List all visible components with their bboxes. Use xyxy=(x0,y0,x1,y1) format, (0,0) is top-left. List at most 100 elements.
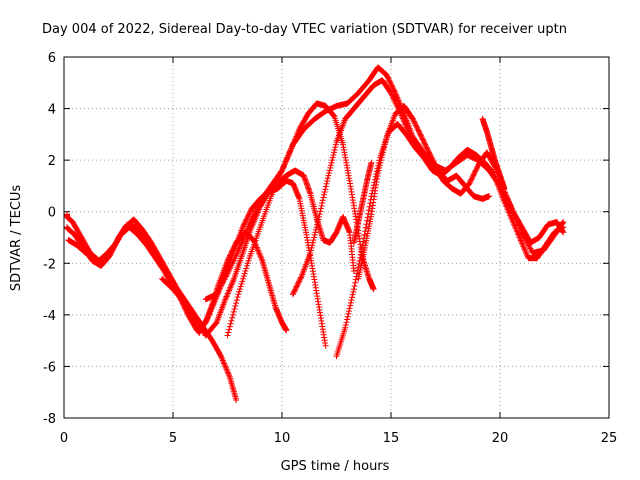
data-point xyxy=(344,313,351,320)
data-point xyxy=(323,180,330,187)
data-point xyxy=(291,287,298,294)
data-point xyxy=(240,222,247,229)
data-point xyxy=(293,284,300,291)
data-point xyxy=(324,177,331,184)
data-point xyxy=(519,240,526,247)
data-point xyxy=(206,310,213,317)
y-tick-label: -2 xyxy=(43,257,56,272)
y-tick-label: -4 xyxy=(43,309,56,324)
data-point xyxy=(329,157,336,164)
data-point xyxy=(399,114,406,121)
data-point xyxy=(347,299,354,306)
data-point xyxy=(255,247,262,254)
data-point xyxy=(402,122,409,129)
data-point xyxy=(434,167,441,174)
data-point xyxy=(503,203,510,210)
data-point xyxy=(518,238,525,245)
data-point xyxy=(368,159,375,166)
data-point xyxy=(392,100,399,107)
y-tick-label: 2 xyxy=(48,154,56,169)
data-point xyxy=(330,111,337,118)
data-point xyxy=(424,146,431,153)
data-point xyxy=(374,170,381,177)
data-point xyxy=(389,84,396,91)
data-point xyxy=(224,369,231,376)
data-point xyxy=(222,364,229,371)
data-point xyxy=(211,299,218,306)
data-point xyxy=(322,183,329,190)
data-point xyxy=(229,314,236,321)
data-point xyxy=(392,99,399,106)
data-point xyxy=(432,162,439,169)
data-point xyxy=(312,226,319,233)
data-point xyxy=(240,275,247,282)
data-point xyxy=(505,196,512,203)
data-point xyxy=(509,216,516,223)
data-point xyxy=(393,101,400,108)
data-point xyxy=(467,177,474,184)
data-point xyxy=(389,92,396,99)
data-point xyxy=(560,229,567,236)
data-point xyxy=(321,189,328,196)
data-point xyxy=(473,166,480,173)
data-point xyxy=(381,144,388,151)
data-point xyxy=(388,82,395,89)
data-point xyxy=(295,279,302,286)
data-point xyxy=(508,205,515,212)
data-point xyxy=(204,315,211,322)
y-tick-label: -6 xyxy=(43,360,56,375)
x-tick-label: 25 xyxy=(601,431,618,446)
data-point xyxy=(517,237,524,244)
data-point xyxy=(319,200,326,207)
data-point xyxy=(349,291,356,298)
data-point xyxy=(507,212,514,219)
data-point xyxy=(233,396,240,403)
data-point xyxy=(364,217,371,224)
data-point xyxy=(412,121,419,128)
data-point xyxy=(388,90,394,97)
data-point xyxy=(324,175,331,182)
y-axis-label: SDTVAR / TECUs xyxy=(9,185,24,292)
data-point xyxy=(386,77,393,84)
data-point xyxy=(522,249,529,256)
data-point xyxy=(380,146,387,153)
data-point xyxy=(308,244,315,251)
data-point xyxy=(223,366,230,373)
data-point xyxy=(383,72,390,79)
data-point xyxy=(229,311,236,318)
data-point xyxy=(224,290,231,297)
data-point xyxy=(227,320,234,327)
data-point xyxy=(489,168,496,175)
data-point xyxy=(486,193,493,200)
data-point xyxy=(422,141,429,148)
data-point xyxy=(414,124,421,131)
data-point xyxy=(378,154,385,161)
data-point xyxy=(417,131,424,138)
data-point xyxy=(315,216,322,223)
data-point xyxy=(224,367,231,374)
data-point xyxy=(204,314,211,321)
data-point xyxy=(222,296,229,303)
data-point xyxy=(560,224,567,231)
data-point xyxy=(423,144,430,151)
data-point xyxy=(234,294,241,301)
data-point xyxy=(243,262,250,269)
data-point xyxy=(419,136,426,143)
data-point xyxy=(227,284,234,291)
data-point xyxy=(330,151,337,158)
data-point xyxy=(330,112,337,119)
data-point xyxy=(513,227,520,234)
data-point xyxy=(515,233,522,240)
series-arc-11 xyxy=(479,115,508,192)
data-point xyxy=(237,283,244,290)
data-point xyxy=(511,222,518,229)
data-point xyxy=(418,133,425,140)
data-point xyxy=(242,219,249,226)
data-point xyxy=(471,170,478,177)
data-point xyxy=(255,248,262,255)
data-point xyxy=(350,286,357,293)
data-point xyxy=(322,186,329,193)
data-point xyxy=(346,305,353,312)
y-tick-label: 4 xyxy=(48,103,56,118)
data-point xyxy=(467,179,474,186)
